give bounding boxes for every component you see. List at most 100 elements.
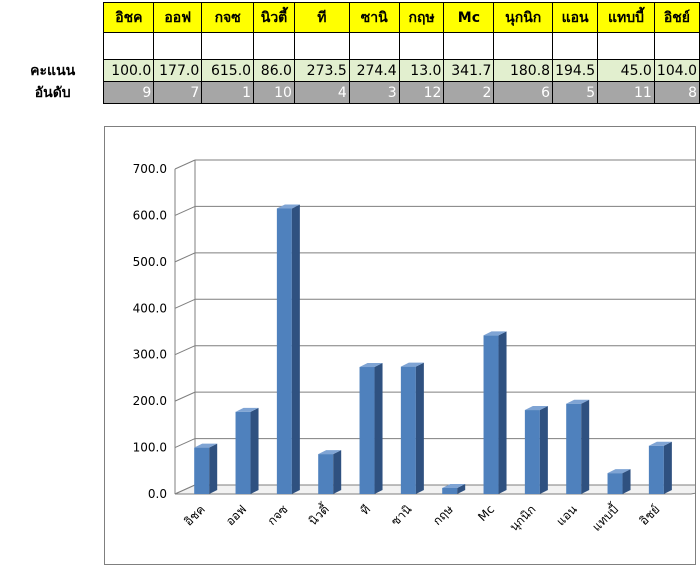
score-cell: 104.0 xyxy=(653,59,700,82)
bar-front xyxy=(276,208,292,494)
bar-front xyxy=(194,447,210,494)
empty-row xyxy=(2,32,700,60)
side-gridline xyxy=(174,205,196,216)
bar xyxy=(483,331,507,494)
x-tick-label: Mc xyxy=(475,502,497,524)
bar-side xyxy=(457,483,466,494)
column-header: ซานิ xyxy=(348,2,400,33)
x-tick-label: แทบบี้ xyxy=(588,500,622,534)
empty-cell xyxy=(597,32,655,60)
bar-side xyxy=(539,406,548,494)
empty-cell xyxy=(493,32,554,60)
rank-cell: 1 xyxy=(201,81,255,104)
x-tick-label: ออฟ xyxy=(223,502,249,528)
rank-cell: 8 xyxy=(653,81,700,104)
bar xyxy=(648,441,672,494)
side-gridline xyxy=(174,391,196,402)
bar-side xyxy=(209,443,218,494)
column-header: Mc xyxy=(443,2,495,33)
column-header: นิวตี้ xyxy=(253,2,295,33)
column-header: แอน xyxy=(552,2,599,33)
bar-side xyxy=(622,469,631,494)
bar-front xyxy=(607,473,623,494)
score-cell: 274.4 xyxy=(348,59,400,82)
x-tick-label: นุกนิก xyxy=(507,502,539,534)
score-table: อิชค ออฟ กจซ นิวตี้ ที ซานิ กฤษ Mc นุกนิก แอน แทบบ… xyxy=(2,2,700,104)
y-tick-label: 300.0 xyxy=(133,348,167,362)
bar-side xyxy=(581,399,590,494)
bar-top xyxy=(483,331,507,336)
empty-cell xyxy=(398,32,445,60)
score-cell: 45.0 xyxy=(597,59,655,82)
rank-cell: 6 xyxy=(493,81,554,104)
bar-top xyxy=(276,204,300,209)
rank-cell: 3 xyxy=(348,81,400,104)
floor xyxy=(174,484,695,495)
bar-front xyxy=(442,487,458,494)
bar xyxy=(400,362,424,494)
side-gridline xyxy=(174,159,196,170)
empty-cell xyxy=(653,32,700,60)
empty-cell xyxy=(103,32,155,60)
bar-front xyxy=(359,367,375,494)
empty-cell xyxy=(348,32,400,60)
bar-front xyxy=(483,335,499,494)
score-cell: 194.5 xyxy=(552,59,599,82)
chart-frame: 0.0 100.0 200.0 300.0 400.0 500.0 600.0 700.0 อิ… xyxy=(104,126,696,565)
bar-top xyxy=(400,362,424,367)
side-gridline xyxy=(174,345,196,356)
bar-front xyxy=(400,366,416,494)
bar-front xyxy=(524,410,540,494)
bar xyxy=(442,483,466,494)
score-cell: 100.0 xyxy=(103,59,155,82)
bar-side xyxy=(333,450,342,494)
rank-cell: 10 xyxy=(253,81,295,104)
y-tick-label: 600.0 xyxy=(133,208,167,222)
x-tick-label: ที xyxy=(358,502,374,518)
x-tick-label: นิวตี้ xyxy=(304,500,332,528)
x-tick-label: ซานิ xyxy=(388,502,414,528)
bar-front xyxy=(648,445,664,494)
score-row: คะแนน 100.0 177.0 615.0 86.0 273.5 274.4 13.0 3… xyxy=(2,59,700,82)
name-row: อิชค ออฟ กจซ นิวตี้ ที ซานิ กฤษ Mc นุกนิก แอน แทบบ… xyxy=(2,2,700,33)
x-tick-label: กจซ xyxy=(265,502,291,528)
column-header: ออฟ xyxy=(153,2,203,33)
column-header: แทบบี้ xyxy=(597,2,655,33)
side-gridline xyxy=(174,438,196,449)
empty-cell xyxy=(201,32,255,60)
bar-side xyxy=(498,331,507,494)
rank-cell: 12 xyxy=(398,81,445,104)
y-tick-label: 200.0 xyxy=(133,394,167,408)
score-cell: 273.5 xyxy=(293,59,350,82)
side-gridline xyxy=(174,298,196,309)
x-tick-label: กฤษ xyxy=(430,502,456,528)
bar-top xyxy=(235,407,259,412)
empty-cell xyxy=(443,32,495,60)
corner-cell xyxy=(2,3,104,33)
score-cell: 177.0 xyxy=(153,59,203,82)
bar xyxy=(276,204,300,494)
bar-front xyxy=(235,411,251,494)
rank-cell: 9 xyxy=(103,81,155,104)
rank-cell: 5 xyxy=(552,81,599,104)
bar-chart: 0.0 100.0 200.0 300.0 400.0 500.0 600.0 700.0 อิ… xyxy=(133,159,695,535)
bar-top xyxy=(607,469,631,474)
empty-cell xyxy=(253,32,295,60)
column-header: นุกนิก xyxy=(493,2,554,33)
empty-label-cell xyxy=(2,33,104,60)
rank-cell: 2 xyxy=(443,81,495,104)
rank-row: อันดับ 9 7 1 10 4 3 12 2 6 5 11 8 xyxy=(2,81,700,104)
x-tick-label: อิชย์ xyxy=(637,502,663,528)
bar-top xyxy=(524,406,548,411)
y-tick-label: 0.0 xyxy=(148,487,167,501)
bar xyxy=(359,363,383,494)
column-header: อิชย์ xyxy=(653,2,700,33)
bar-side xyxy=(291,204,300,494)
bar-top xyxy=(318,450,342,455)
bar xyxy=(607,469,631,494)
bar-side xyxy=(663,441,672,494)
score-row-label: คะแนน xyxy=(30,62,76,79)
y-tick-label: 100.0 xyxy=(133,441,167,455)
rank-row-label: อันดับ xyxy=(34,84,71,101)
bar-top xyxy=(566,399,590,404)
